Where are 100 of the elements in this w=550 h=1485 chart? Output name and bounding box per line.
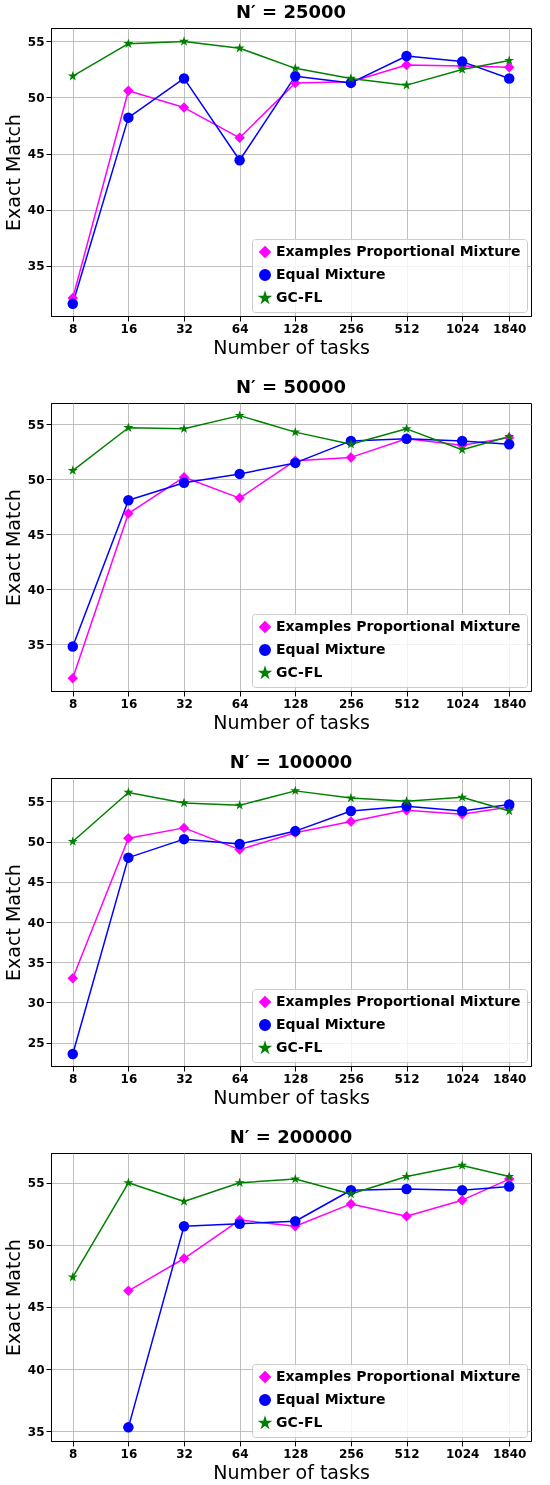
y-tick-label: 50 xyxy=(27,1238,45,1253)
y-axis-title: Exact Match xyxy=(1,114,24,231)
point xyxy=(290,1173,301,1184)
x-tick-label: 512 xyxy=(394,321,420,336)
point xyxy=(178,822,190,834)
point xyxy=(457,64,468,74)
point xyxy=(345,1198,357,1210)
point xyxy=(123,422,134,432)
point xyxy=(67,673,79,684)
point xyxy=(401,50,412,62)
y-tick-label: 45 xyxy=(27,1300,45,1315)
point xyxy=(179,797,190,808)
point xyxy=(457,1160,468,1170)
y-tick-label: 55 xyxy=(27,794,45,809)
x-tick-label: 1840 xyxy=(493,1071,527,1086)
point xyxy=(290,1216,301,1227)
x-axis-title: Number of tasks xyxy=(213,335,370,358)
point xyxy=(123,1177,134,1188)
y-tick-label: 55 xyxy=(27,417,45,432)
legend-label: GC-FL xyxy=(276,1039,323,1055)
point xyxy=(234,1177,245,1188)
x-axis-title: Number of tasks xyxy=(213,1085,370,1108)
legend-label: GC-FL xyxy=(276,664,323,680)
chart-title: N′ = 200000 xyxy=(229,1126,353,1147)
point xyxy=(67,836,78,846)
point xyxy=(178,73,190,84)
legend-label: GC-FL xyxy=(276,289,323,305)
point xyxy=(456,56,468,67)
y-axis-title: Exact Match xyxy=(1,864,24,981)
point xyxy=(123,787,134,797)
legend-label: Examples Proportional Mixture xyxy=(276,993,521,1009)
x-tick-label: 512 xyxy=(394,696,420,711)
x-tick-label: 16 xyxy=(120,696,138,711)
point xyxy=(234,838,245,850)
y-tick-label: 40 xyxy=(27,915,45,930)
x-tick-label: 1840 xyxy=(493,321,527,336)
x-tick-label: 16 xyxy=(120,1071,138,1086)
x-tick-label: 1024 xyxy=(445,1071,480,1086)
x-tick-label: 128 xyxy=(283,1446,309,1461)
point xyxy=(123,112,134,123)
point xyxy=(234,1218,245,1229)
x-tick-label: 64 xyxy=(231,321,249,336)
y-axis-title: Exact Match xyxy=(1,1239,24,1356)
point xyxy=(67,465,78,475)
point xyxy=(401,1211,412,1222)
x-tick-label: 256 xyxy=(338,1446,364,1461)
x-tick-label: 256 xyxy=(338,696,364,711)
y-tick-label: 25 xyxy=(27,1036,45,1051)
point xyxy=(234,410,245,420)
x-tick-label: 1840 xyxy=(493,696,527,711)
point xyxy=(401,796,412,806)
point xyxy=(234,468,245,480)
point xyxy=(401,79,412,90)
x-tick-label: 8 xyxy=(69,1446,78,1461)
point xyxy=(401,1183,412,1195)
point xyxy=(234,155,245,166)
y-axis-title: Exact Match xyxy=(1,489,24,606)
legend-label: Equal Mixture xyxy=(276,1391,386,1407)
y-tick-label: 45 xyxy=(27,875,45,890)
point xyxy=(178,1253,190,1264)
x-axis-title: Number of tasks xyxy=(213,710,370,733)
point xyxy=(123,852,134,863)
point xyxy=(67,973,79,984)
chart-title: N′ = 25000 xyxy=(235,1,347,22)
y-tick-label: 35 xyxy=(27,1424,45,1439)
point xyxy=(290,70,301,82)
point xyxy=(456,1185,468,1196)
point xyxy=(123,1285,134,1297)
x-tick-label: 256 xyxy=(338,321,364,336)
legend-label: Examples Proportional Mixture xyxy=(276,243,521,259)
point xyxy=(179,1196,190,1206)
point xyxy=(345,452,357,463)
legend-label: GC-FL xyxy=(276,1414,323,1430)
point xyxy=(67,641,79,652)
point xyxy=(178,833,190,845)
y-tick-label: 55 xyxy=(27,1176,45,1191)
y-tick-label: 50 xyxy=(27,835,45,850)
point xyxy=(290,63,301,73)
y-tick-label: 45 xyxy=(27,527,45,542)
y-tick-label: 45 xyxy=(27,147,45,162)
y-tick-label: 40 xyxy=(27,582,45,597)
point xyxy=(67,298,79,309)
point xyxy=(234,42,245,53)
legend-label: Equal Mixture xyxy=(276,266,386,282)
chart-title: N′ = 50000 xyxy=(235,376,347,397)
point xyxy=(67,1048,79,1060)
x-tick-label: 32 xyxy=(176,321,193,336)
x-tick-label: 8 xyxy=(69,1071,78,1086)
point xyxy=(178,1221,190,1232)
point xyxy=(234,132,245,144)
point xyxy=(123,1422,134,1433)
point xyxy=(234,492,245,504)
y-tick-label: 35 xyxy=(27,955,45,970)
legend-label: Equal Mixture xyxy=(276,641,386,657)
x-tick-label: 32 xyxy=(176,1071,193,1086)
point xyxy=(457,792,468,802)
y-tick-label: 50 xyxy=(27,90,45,105)
y-tick-label: 50 xyxy=(27,472,45,487)
point xyxy=(178,477,190,488)
x-tick-label: 8 xyxy=(69,321,78,336)
